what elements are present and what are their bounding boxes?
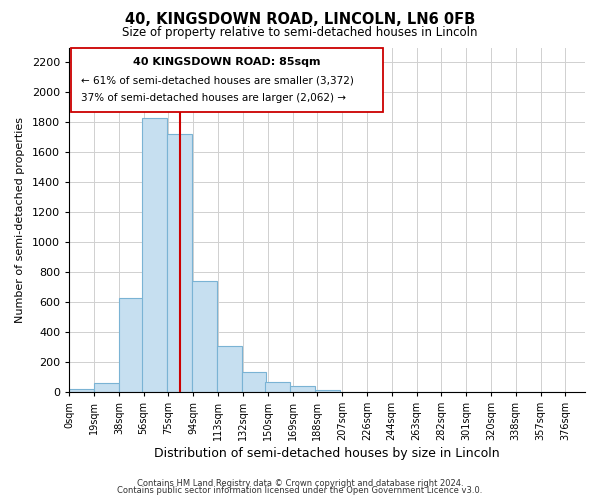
Y-axis label: Number of semi-detached properties: Number of semi-detached properties xyxy=(15,116,25,322)
Bar xyxy=(242,372,266,392)
Bar xyxy=(119,298,143,392)
Text: ← 61% of semi-detached houses are smaller (3,372): ← 61% of semi-detached houses are smalle… xyxy=(81,75,354,85)
Bar xyxy=(69,388,94,392)
Text: 37% of semi-detached houses are larger (2,062) →: 37% of semi-detached houses are larger (… xyxy=(81,93,346,103)
Text: 40, KINGSDOWN ROAD, LINCOLN, LN6 0FB: 40, KINGSDOWN ROAD, LINCOLN, LN6 0FB xyxy=(125,12,475,28)
Bar xyxy=(290,386,315,392)
Bar xyxy=(265,382,290,392)
Text: 40 KINGSDOWN ROAD: 85sqm: 40 KINGSDOWN ROAD: 85sqm xyxy=(133,57,320,67)
Text: Contains HM Land Registry data © Crown copyright and database right 2024.: Contains HM Land Registry data © Crown c… xyxy=(137,478,463,488)
FancyBboxPatch shape xyxy=(71,48,383,112)
Bar xyxy=(167,134,192,392)
Bar xyxy=(142,118,167,392)
Text: Contains public sector information licensed under the Open Government Licence v3: Contains public sector information licen… xyxy=(118,486,482,495)
Bar xyxy=(94,382,119,392)
Bar xyxy=(315,390,340,392)
X-axis label: Distribution of semi-detached houses by size in Lincoln: Distribution of semi-detached houses by … xyxy=(154,447,500,460)
Bar xyxy=(217,346,242,392)
Text: Size of property relative to semi-detached houses in Lincoln: Size of property relative to semi-detach… xyxy=(122,26,478,39)
Bar xyxy=(192,281,217,392)
